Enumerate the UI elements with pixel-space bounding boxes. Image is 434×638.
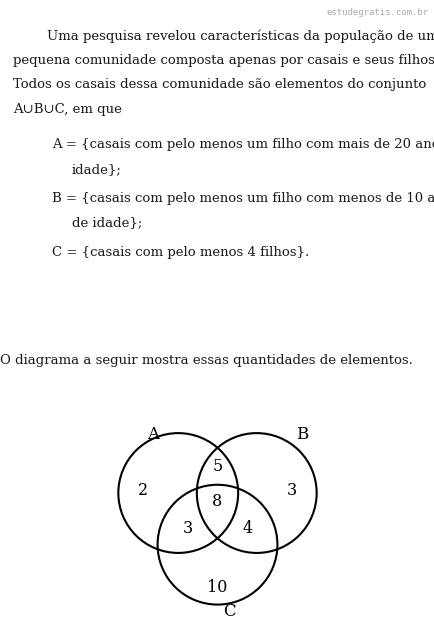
Text: 2: 2 [138, 482, 148, 500]
Text: pequena comunidade composta apenas por casais e seus filhos.: pequena comunidade composta apenas por c… [13, 54, 434, 67]
Text: 10: 10 [207, 579, 227, 595]
Text: A = {casais com pelo menos um filho com mais de 20 anos de: A = {casais com pelo menos um filho com … [52, 138, 434, 151]
Text: de idade};: de idade}; [72, 216, 142, 229]
Text: A∪B∪C, em que: A∪B∪C, em que [13, 103, 122, 115]
Text: 3: 3 [182, 519, 192, 537]
Text: Todos os casais dessa comunidade são elementos do conjunto: Todos os casais dessa comunidade são ele… [13, 78, 425, 91]
Text: 4: 4 [242, 519, 252, 537]
Text: idade};: idade}; [72, 163, 122, 175]
Text: B: B [296, 426, 308, 443]
Text: Uma pesquisa revelou características da população de uma: Uma pesquisa revelou características da … [13, 30, 434, 43]
Text: B = {casais com pelo menos um filho com menos de 10 anos: B = {casais com pelo menos um filho com … [52, 192, 434, 205]
Text: 5: 5 [212, 457, 222, 475]
Text: C: C [223, 604, 236, 620]
Text: 8: 8 [212, 493, 222, 510]
Text: O diagrama a seguir mostra essas quantidades de elementos.: O diagrama a seguir mostra essas quantid… [0, 354, 412, 367]
Text: 3: 3 [286, 482, 296, 500]
Text: C = {casais com pelo menos 4 filhos}.: C = {casais com pelo menos 4 filhos}. [52, 246, 309, 258]
Text: A: A [147, 426, 159, 443]
Text: estudegratis.com.br: estudegratis.com.br [326, 8, 427, 17]
